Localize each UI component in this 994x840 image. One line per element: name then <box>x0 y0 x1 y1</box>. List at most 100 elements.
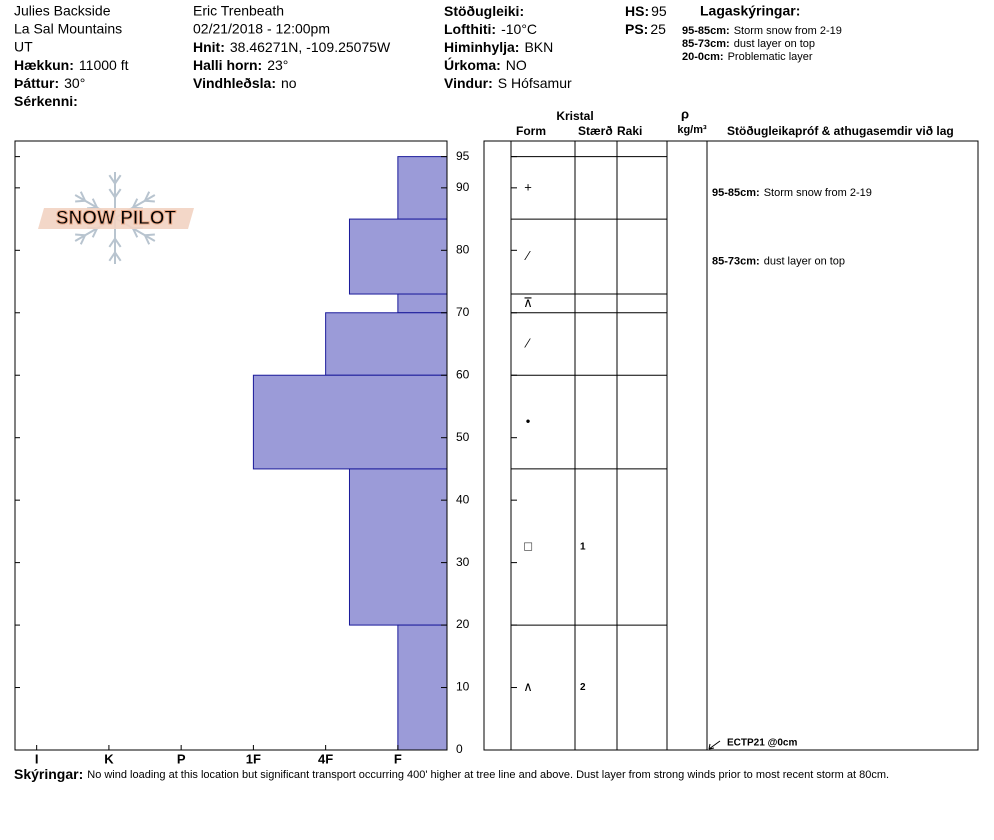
x-tick-label: P <box>177 751 186 766</box>
column-header: Kristal <box>556 109 593 123</box>
logo-flake <box>114 174 122 185</box>
field-value: 11000 ft <box>79 57 129 73</box>
field-value: NO <box>506 57 527 73</box>
x-tick-label: I <box>35 751 39 766</box>
y-tick-label: 95 <box>456 149 470 163</box>
column-header: Form <box>516 124 546 138</box>
crystal-size: 1 <box>580 542 586 553</box>
logo-flake <box>114 238 122 248</box>
logo-flake <box>114 251 122 262</box>
hardness-bar <box>348 468 448 626</box>
field-label: Vindur: <box>444 75 493 91</box>
field-value: S Hófsamur <box>498 75 572 91</box>
hardness-bar <box>397 293 448 314</box>
field-label: Lofthiti: <box>444 21 496 37</box>
logo-flake <box>144 233 155 237</box>
legend-item: 95-85cm: Storm snow from 2-19 <box>682 25 842 37</box>
logo-flake <box>114 188 122 198</box>
field-label: Sérkenni: <box>14 93 78 109</box>
location: Julies Backside <box>14 3 111 19</box>
y-tick-label: 70 <box>456 305 470 319</box>
crystal-form: + <box>524 179 532 194</box>
crystal-form: □ <box>524 538 532 553</box>
x-tick-label: K <box>104 751 114 766</box>
field: Hnit: 38.46271N, -109.25075W <box>193 39 391 55</box>
notes-text: No wind loading at this location but sig… <box>87 769 889 781</box>
hardness-bar <box>397 624 448 751</box>
y-tick-label: 60 <box>456 367 470 381</box>
column-header: kg/m³ <box>677 124 707 136</box>
y-tick-label: 40 <box>456 492 470 506</box>
crystal-form: • <box>526 414 531 429</box>
hardness-bar <box>348 218 448 295</box>
comment-text: Storm snow from 2-19 <box>764 187 872 199</box>
crystal-form: ⁄ <box>524 335 531 350</box>
comment-text: dust layer on top <box>764 255 845 267</box>
field-value: no <box>281 75 297 91</box>
column-header: Raki <box>617 124 642 138</box>
notes: Skýringar: No wind loading at this locati… <box>14 766 889 782</box>
test-arrow <box>708 740 721 750</box>
legend-title: Lagaskýringar: <box>700 3 800 19</box>
crystal-form: ⁄ <box>524 248 531 263</box>
legend-item: 85-73cm: dust layer on top <box>682 38 815 50</box>
y-tick-label: 50 <box>456 430 470 444</box>
field: Úrkoma: NO <box>444 56 527 73</box>
y-tick-label: 80 <box>456 242 470 256</box>
x-tick-label: 1F <box>246 751 261 766</box>
field-label: Vindhleðsla: <box>193 75 276 91</box>
x-tick-label: F <box>394 751 402 766</box>
field-label: Hækkun: <box>14 57 74 73</box>
layer-comment: 95-85cm: Storm snow from 2-19 <box>712 187 872 199</box>
y-tick-label: 10 <box>456 680 470 694</box>
field-value: 25 <box>650 21 666 37</box>
column-header: Stöðugleikapróf & athugasemdir við lag <box>727 124 954 138</box>
field-value: -10°C <box>501 21 537 37</box>
logo-flake <box>108 188 116 198</box>
column-header: ρ <box>681 106 689 121</box>
legend-range: 20-0cm: <box>682 51 724 63</box>
logo-flake <box>108 238 116 248</box>
field: HS: 95 <box>625 3 667 19</box>
logo-flake <box>132 227 139 238</box>
logo-band <box>38 208 194 229</box>
logo-flake <box>143 191 151 202</box>
logo-flake <box>75 199 86 203</box>
logo-flake <box>75 233 86 237</box>
hardness-bar <box>325 312 448 376</box>
field: Sérkenni: <box>14 93 78 109</box>
field: PS: 25 <box>625 21 666 37</box>
field-value: BKN <box>524 39 553 55</box>
field-label: Úrkoma: <box>444 56 501 73</box>
datetime: 02/21/2018 - 12:00pm <box>193 21 330 37</box>
logo-flake <box>79 191 87 202</box>
logo-text: SNOW PILOT <box>56 208 177 229</box>
crystal-form: ⊼ <box>523 295 533 310</box>
legend-text: Problematic layer <box>728 51 813 63</box>
field-label: Himinhylja: <box>444 39 519 55</box>
column-header: Stærð <box>578 124 613 138</box>
field-value: 38.46271N, -109.25075W <box>230 39 391 55</box>
field-label: Hnit: <box>193 39 225 55</box>
field: Vindur: S Hófsamur <box>444 75 572 91</box>
legend-range: 95-85cm: <box>682 25 730 37</box>
y-tick-label: 20 <box>456 617 470 631</box>
hardness-bar <box>397 156 448 220</box>
legend-item: 20-0cm: Problematic layer <box>682 51 813 63</box>
hardness-bar <box>252 374 448 470</box>
notes-label: Skýringar: <box>14 766 83 782</box>
comment-range: 85-73cm: <box>712 255 760 267</box>
location: La Sal Mountains <box>14 21 122 37</box>
field-value: 95 <box>651 3 667 19</box>
logo-flake <box>91 198 98 209</box>
field-label: PS: <box>625 21 648 37</box>
field-label: Halli horn: <box>193 57 262 73</box>
test-label: ECTP21 @0cm <box>727 738 797 749</box>
crystal-size: 2 <box>580 682 586 693</box>
x-tick-label: 4F <box>318 751 333 766</box>
field: Lofthiti: -10°C <box>444 21 537 37</box>
field: Þáttur: 30° <box>14 75 85 91</box>
logo-flake <box>143 234 151 245</box>
logo-flake <box>108 174 116 185</box>
